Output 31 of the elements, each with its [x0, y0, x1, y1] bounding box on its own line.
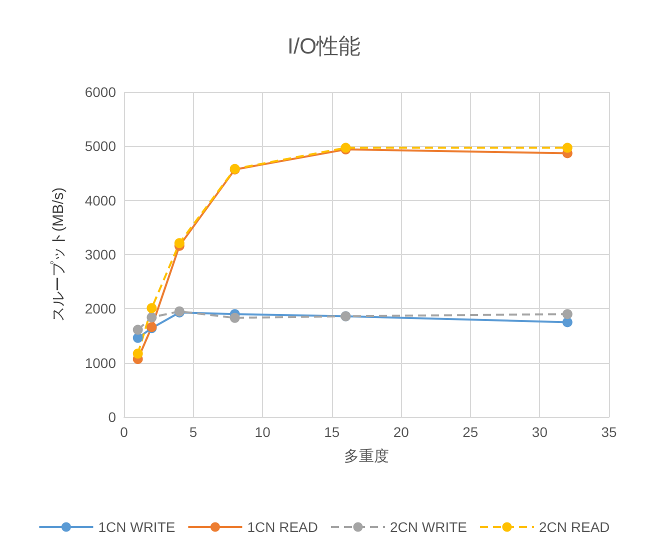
point [132, 332, 143, 343]
point [146, 312, 157, 322]
y-tick-label: 4000 [84, 192, 116, 208]
point [146, 303, 157, 314]
x-tick-label: 20 [393, 424, 410, 440]
legend-label: 1CN READ [247, 519, 318, 535]
chart-title: I/O性能 [287, 34, 361, 58]
point [230, 312, 240, 323]
y-tick-label: 2000 [84, 300, 116, 317]
y-axis-title: スループット(MB/s) [50, 187, 67, 322]
point [132, 324, 143, 335]
x-tick-label: 5 [189, 424, 198, 440]
x-tick-label: 30 [532, 424, 548, 440]
x-tick-label: 25 [462, 424, 478, 440]
legend-label: 1CN WRITE [98, 519, 176, 535]
x-tick-label: 15 [324, 424, 340, 440]
y-tick-label: 0 [108, 409, 116, 425]
point [562, 142, 572, 153]
legend-label: 2CN WRITE [390, 519, 467, 535]
y-tick-label: 1000 [84, 354, 116, 371]
y-tick-label: 5000 [84, 138, 116, 154]
x-axis-title: 多重度 [344, 448, 389, 465]
x-tick-label: 0 [120, 424, 128, 440]
point [562, 309, 572, 320]
point [132, 348, 143, 359]
legend-label: 2CN READ [539, 519, 610, 535]
y-tick-label: 3000 [84, 246, 116, 262]
point [174, 238, 184, 248]
x-tick-label: 10 [254, 424, 271, 440]
x-tick-label: 35 [601, 424, 617, 440]
y-tick-label: 6000 [84, 84, 116, 100]
